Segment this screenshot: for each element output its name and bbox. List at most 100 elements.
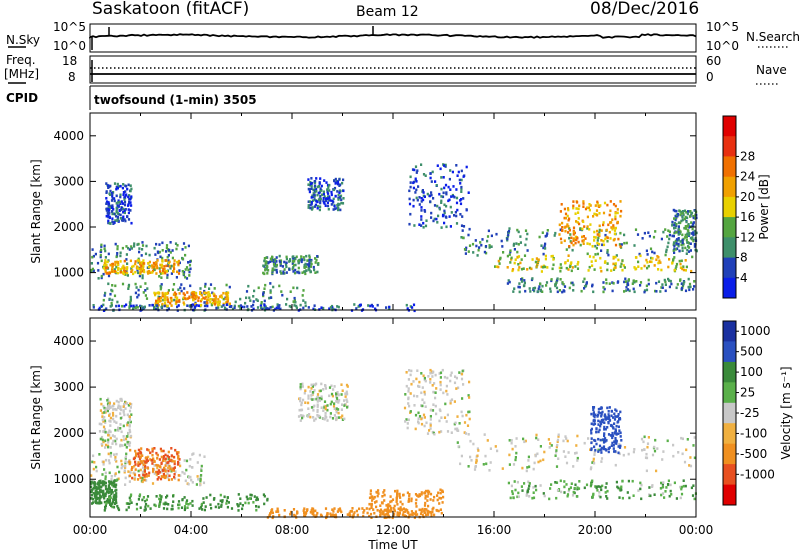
velocity-cell [643,448,646,451]
power-cell [211,291,214,295]
power-cell [675,209,678,213]
velocity-cell [402,510,405,514]
velocity-cell [430,408,433,412]
power-cell [683,209,687,213]
power-cell [634,256,638,259]
power-cell [486,235,490,238]
power-cell [512,244,515,247]
power-cell [318,182,321,185]
power-cell [459,182,462,185]
velocity-cell [616,421,619,424]
power-cell [174,242,178,245]
velocity-cell [120,438,123,442]
velocity-cell [514,456,517,459]
power-cell [205,303,208,306]
velocity-cell [476,454,479,458]
velocity-cell [143,474,146,477]
velocity-cell [450,398,454,401]
power-cell [316,200,319,203]
velocity-cell [113,453,116,456]
power-cell [646,266,649,270]
velocity-cell [138,462,141,466]
velocity-cell [141,498,144,502]
power-cell [125,270,128,273]
velocity-echo-band [507,479,697,501]
freq-tick-top: 18 [62,54,77,68]
power-cell [582,220,585,223]
velocity-cell [173,466,176,469]
velocity-cell [156,466,159,470]
velocity-cell [456,427,459,431]
velocity-cell [126,423,129,427]
velocity-cell [99,479,102,483]
power-cell [327,186,330,189]
power-cell [137,288,140,292]
power-cell [619,245,622,248]
velocity-cell [340,510,343,514]
power-cell [426,192,429,196]
velocity-cell [115,399,118,403]
velocity-cell [104,408,107,412]
power-cell [292,255,295,258]
power-cell [445,204,448,208]
power-cell [308,261,311,264]
power-cell [634,267,637,271]
power-cell [526,249,529,252]
power-cell [467,250,470,253]
power-cell [175,276,178,279]
power-cell [177,288,180,291]
power-cell [307,187,310,191]
power-cell [458,178,461,182]
velocity-cell [424,497,427,500]
velocity-cell [591,479,594,483]
power-cell [443,186,446,190]
velocity-cell [603,421,606,424]
velocity-cell [156,457,159,460]
power-cell [264,268,267,272]
velocity-cell [612,447,615,450]
velocity-cell [310,394,313,397]
velocity-cell [107,459,111,462]
power-echo-band [408,163,470,229]
power-cell [140,254,143,257]
velocity-cell [508,463,511,466]
power-cell [310,177,313,180]
power-cell [197,299,200,302]
velocity-cell [681,437,684,441]
power-cell [544,257,547,261]
power-cell [288,268,291,271]
power-cell [582,200,585,203]
velocity-cell [439,497,443,500]
velocity-cell [128,419,131,422]
power-cell [529,290,532,293]
velocity-cell [632,494,635,497]
power-cell [129,298,132,301]
power-cell [576,201,579,204]
velocity-cell [619,431,622,435]
power-cell [115,187,118,191]
power-cell [677,237,680,240]
velocity-cell [368,514,371,518]
power-cell [665,248,668,252]
power-cell [690,211,694,215]
power-cell [297,266,300,270]
power-cell [140,305,143,308]
velocity-cell [473,468,477,471]
power-cell [561,281,564,284]
power-cell [440,201,443,204]
power-cell [128,200,131,204]
velocity-cell [335,407,338,410]
velocity-cell [186,506,189,509]
velocity-cell [122,411,125,414]
velocity-cell [314,509,317,513]
power-cell [465,246,468,250]
power-cell [440,176,443,179]
velocity-cell [425,513,428,517]
power-echo-band [105,182,133,225]
velocity-cell [104,506,107,510]
power-cell [612,262,615,266]
velocity-xtick-label: 16:00 [477,523,512,537]
power-cell [674,218,677,222]
power-cell [545,281,549,284]
power-cell [679,266,682,269]
